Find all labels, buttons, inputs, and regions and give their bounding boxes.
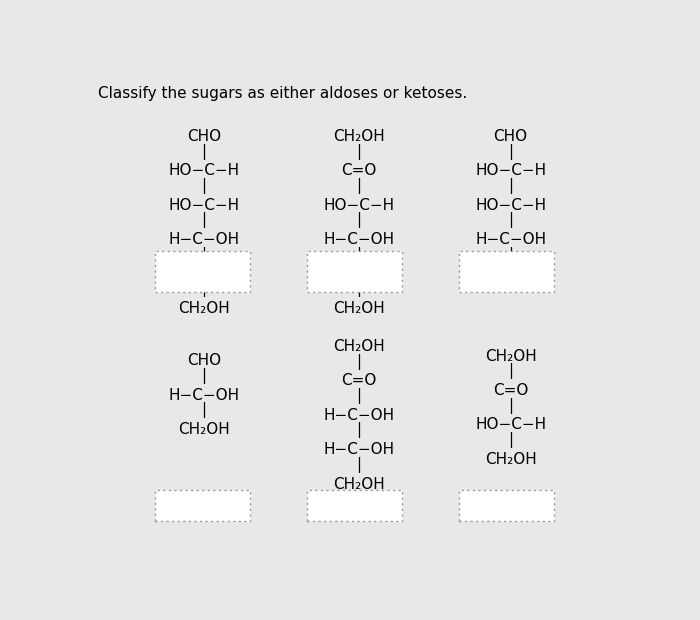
Text: |: | (508, 397, 513, 414)
Text: |: | (356, 422, 361, 438)
Text: |: | (508, 212, 513, 228)
Text: CH₂OH: CH₂OH (333, 301, 384, 316)
Text: Classify the sugars as either aldoses or ketoses.: Classify the sugars as either aldoses or… (98, 86, 468, 101)
Text: |: | (356, 388, 361, 404)
Text: CH₂OH: CH₂OH (333, 339, 384, 354)
Text: CHO: CHO (494, 129, 528, 144)
Text: |: | (356, 457, 361, 473)
Text: CH₂OH: CH₂OH (178, 301, 230, 316)
Text: H−C−OH: H−C−OH (475, 232, 546, 247)
Text: H−C−OH: H−C−OH (323, 408, 394, 423)
Text: H−C−OH: H−C−OH (169, 232, 239, 247)
Text: HO−C−H: HO−C−H (169, 198, 239, 213)
Text: |: | (202, 247, 206, 263)
Text: |: | (508, 363, 513, 379)
Text: HO−C−H: HO−C−H (323, 198, 394, 213)
Text: CHO: CHO (187, 129, 221, 144)
Text: CH₂OH: CH₂OH (178, 422, 230, 437)
Text: |: | (202, 402, 206, 418)
Text: |: | (202, 144, 206, 159)
Text: |: | (508, 178, 513, 194)
Text: |: | (356, 178, 361, 194)
Text: CHO: CHO (187, 353, 221, 368)
Text: C=O: C=O (341, 163, 377, 179)
Bar (307, 251, 402, 291)
Text: |: | (356, 144, 361, 159)
Bar (459, 251, 554, 291)
Text: H−C−OH: H−C−OH (323, 232, 394, 247)
Text: |: | (508, 247, 513, 263)
Bar (307, 490, 402, 521)
Bar (155, 251, 251, 291)
Text: |: | (508, 144, 513, 159)
Bar (459, 490, 554, 521)
Text: |: | (202, 281, 206, 297)
Text: |: | (356, 212, 361, 228)
Text: |: | (202, 178, 206, 194)
Text: HO−C−H: HO−C−H (169, 163, 239, 179)
Text: CH₂OH: CH₂OH (333, 129, 384, 144)
Text: HO−C−H: HO−C−H (475, 163, 546, 179)
Text: |: | (508, 432, 513, 448)
Text: H−C−OH: H−C−OH (323, 267, 394, 281)
Text: CH₂OH: CH₂OH (485, 267, 536, 281)
Text: HO−C−H: HO−C−H (475, 198, 546, 213)
Text: H−C−OH: H−C−OH (169, 267, 239, 281)
Text: CH₂OH: CH₂OH (485, 452, 536, 467)
Text: |: | (356, 281, 361, 297)
Text: |: | (202, 212, 206, 228)
Text: |: | (202, 368, 206, 384)
Text: CH₂OH: CH₂OH (485, 348, 536, 363)
Bar (155, 490, 251, 521)
Text: CH₂OH: CH₂OH (333, 477, 384, 492)
Text: HO−C−H: HO−C−H (475, 417, 546, 432)
Text: H−C−OH: H−C−OH (169, 388, 239, 403)
Text: |: | (356, 353, 361, 370)
Text: C=O: C=O (493, 383, 528, 398)
Text: H−C−OH: H−C−OH (323, 442, 394, 457)
Text: C=O: C=O (341, 373, 377, 388)
Text: |: | (356, 247, 361, 263)
